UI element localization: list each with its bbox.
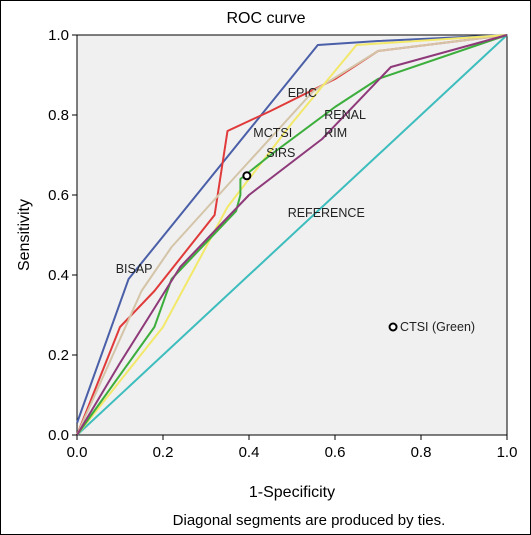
y-tick-label: 0.6 — [48, 187, 69, 204]
footnote: Diagonal segments are produced by ties. — [173, 512, 446, 529]
point-marker — [388, 322, 398, 332]
x-tick-label: 0.2 — [153, 444, 174, 461]
series-line-bisap — [76, 34, 508, 424]
series-line-reference — [76, 34, 508, 436]
x-tick-label: 0.8 — [411, 444, 432, 461]
series-line-5 — [76, 34, 508, 436]
point-marker — [242, 171, 252, 181]
series-annotation: RENAL — [324, 108, 366, 122]
x-tick-label: 0.4 — [239, 444, 260, 461]
y-tick-label: 0.4 — [48, 267, 69, 284]
y-tick-label: 0.8 — [48, 107, 69, 124]
series-line-3 — [76, 34, 508, 436]
marker-label: CTSI (Green) — [400, 320, 475, 334]
y-axis-title: Sensitivity — [16, 199, 33, 271]
series-annotation: MCTSI — [253, 126, 292, 140]
chart-title: ROC curve — [226, 10, 305, 27]
series-line-4 — [76, 34, 508, 436]
series-annotation: EPIC — [288, 86, 317, 100]
y-tick-label: 0.0 — [48, 427, 69, 444]
series-line-6 — [76, 34, 508, 436]
marker-layer: CTSI (Green) — [242, 171, 475, 334]
series-annotation: RIM — [324, 126, 347, 140]
series-annotation: SIRS — [266, 146, 295, 160]
series-annotation: BISAP — [116, 262, 153, 276]
annotation-layer: EPIC RENAL MCTSI RIM SIRS REFERENCE BISAP — [116, 86, 366, 276]
series-annotation: REFERENCE — [288, 206, 365, 220]
x-axis-title: 1-Specificity — [249, 484, 335, 501]
series-layer — [76, 34, 508, 436]
x-tick-label: 0.0 — [67, 444, 88, 461]
tick-layer: 0.0 0.2 0.4 0.6 0.8 1.0 0.0 0.2 0.4 0.6 0.8 1.0 — [48, 27, 517, 461]
y-tick-label: 1.0 — [48, 27, 69, 44]
y-tick-label: 0.2 — [48, 347, 69, 364]
x-tick-label: 1.0 — [497, 444, 518, 461]
x-tick-label: 0.6 — [325, 444, 346, 461]
